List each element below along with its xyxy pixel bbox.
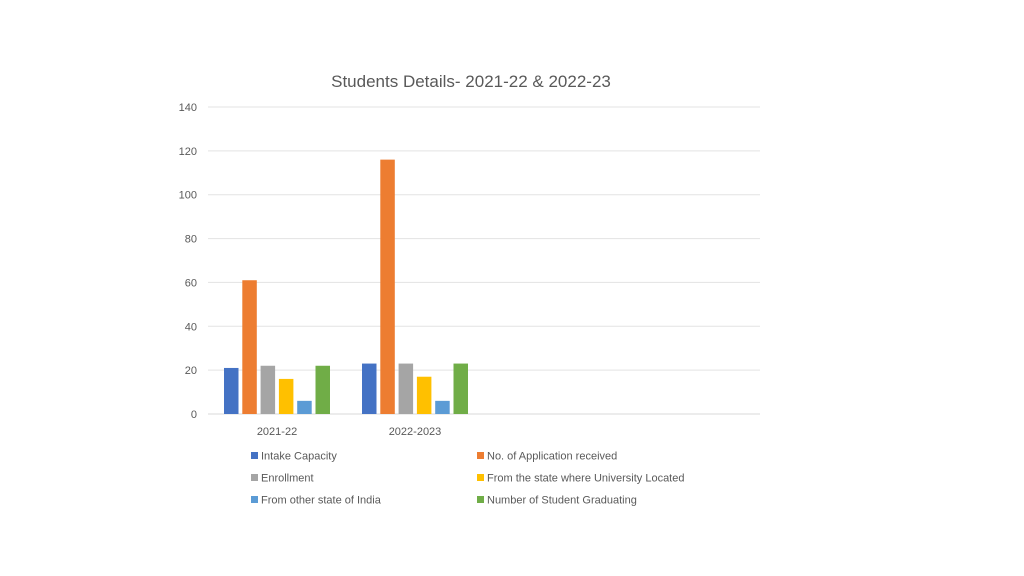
bar xyxy=(362,363,377,414)
bar xyxy=(278,378,294,414)
y-tick-label: 40 xyxy=(185,321,197,333)
legend-item: Intake Capacity xyxy=(251,451,337,463)
chart-title: Students Details- 2021-22 & 2022-23 xyxy=(331,72,611,91)
x-axis-categories: 2021-22 2022-2023 xyxy=(257,426,441,438)
legend-swatch xyxy=(251,474,258,481)
bar xyxy=(242,280,257,414)
legend-label: Enrollment xyxy=(261,473,314,485)
gridlines xyxy=(208,106,760,415)
y-tick-label: 20 xyxy=(185,365,197,377)
y-tick-label: 120 xyxy=(179,146,197,158)
bars xyxy=(224,159,468,414)
legend: Intake Capacity No. of Application receiv… xyxy=(251,451,684,507)
bar xyxy=(435,400,450,414)
legend-label: Intake Capacity xyxy=(261,451,337,463)
y-tick-label: 80 xyxy=(185,234,197,246)
bar xyxy=(224,367,239,414)
legend-item: Enrollment xyxy=(251,473,314,485)
y-tick-label: 140 xyxy=(179,102,197,114)
legend-label: Number of Student Graduating xyxy=(487,495,637,507)
x-category-label: 2021-22 xyxy=(257,426,297,438)
bar xyxy=(380,159,395,414)
legend-item: From other state of India xyxy=(251,495,382,507)
legend-swatch xyxy=(477,452,484,459)
x-category-label: 2022-2023 xyxy=(389,426,442,438)
legend-item: Number of Student Graduating xyxy=(477,495,637,507)
y-tick-label: 100 xyxy=(179,190,197,202)
legend-item: No. of Application received xyxy=(477,451,617,463)
bar xyxy=(315,365,330,414)
y-tick-label: 0 xyxy=(191,409,197,421)
y-tick-label: 60 xyxy=(185,277,197,289)
legend-swatch xyxy=(477,496,484,503)
legend-swatch xyxy=(251,452,258,459)
legend-item: From the state where University Located xyxy=(477,473,684,485)
bar xyxy=(416,376,432,414)
legend-label: From the state where University Located xyxy=(487,473,684,485)
bar xyxy=(260,365,276,414)
legend-swatch xyxy=(477,474,484,481)
legend-label: No. of Application received xyxy=(487,451,617,463)
bar xyxy=(297,400,312,414)
bar xyxy=(453,363,468,414)
legend-swatch xyxy=(251,496,258,503)
legend-label: From other state of India xyxy=(261,495,382,507)
y-axis-ticks: 0 20 40 60 80 100 120 140 xyxy=(179,102,197,421)
bar xyxy=(398,363,414,414)
